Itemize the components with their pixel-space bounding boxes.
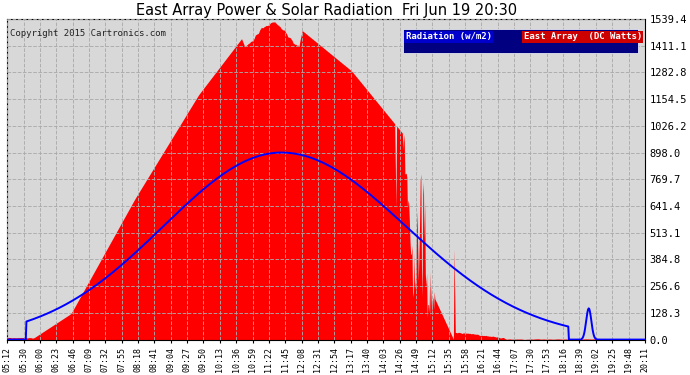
FancyBboxPatch shape	[402, 28, 638, 53]
Text: Radiation (w/m2): Radiation (w/m2)	[406, 32, 492, 41]
Title: East Array Power & Solar Radiation  Fri Jun 19 20:30: East Array Power & Solar Radiation Fri J…	[135, 3, 517, 18]
Text: Copyright 2015 Cartronics.com: Copyright 2015 Cartronics.com	[10, 28, 166, 38]
Text: East Array  (DC Watts): East Array (DC Watts)	[524, 32, 642, 41]
